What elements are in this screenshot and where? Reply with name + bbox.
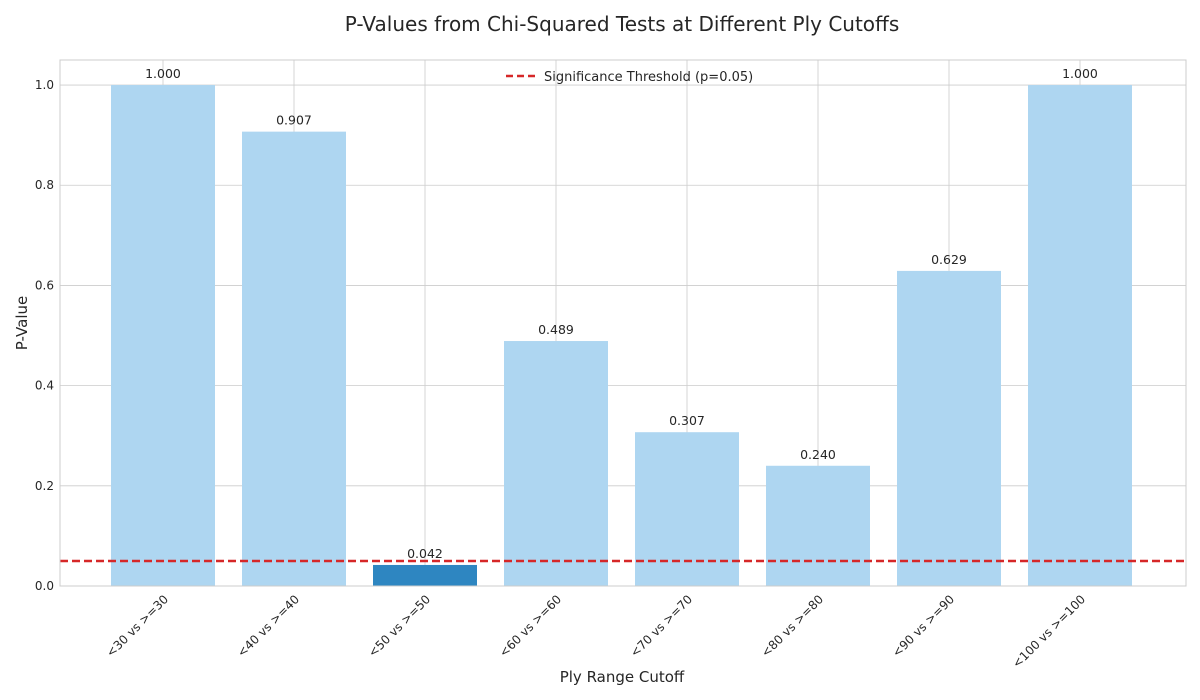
x-axis-label: Ply Range Cutoff <box>560 668 685 686</box>
x-tick-label-4: <70 vs >=70 <box>627 592 695 660</box>
bar-7 <box>1028 85 1132 587</box>
bar-value-labels: 1.000 0.907 0.042 0.489 0.307 0.240 0.629 1.000 <box>145 66 1098 561</box>
y-axis-label: P-Value <box>13 296 31 350</box>
bar-4 <box>635 432 739 586</box>
y-tick-label: 0.4 <box>35 379 54 393</box>
y-tick-label: 0.0 <box>35 579 54 593</box>
x-tick-label-7: <100 vs >=100 <box>1010 592 1088 670</box>
bar-value-label-1: 0.907 <box>276 113 312 128</box>
bar-value-label-4: 0.307 <box>669 413 705 428</box>
legend-threshold-label: Significance Threshold (p=0.05) <box>544 70 753 85</box>
bar-value-label-6: 0.629 <box>931 252 967 267</box>
y-tick-label: 0.8 <box>35 178 54 192</box>
x-tick-label-5: <80 vs >=80 <box>758 592 826 660</box>
y-axis-ticks: 0.0 0.2 0.4 0.6 0.8 1.0 <box>35 78 54 593</box>
bars-layer <box>111 85 1132 587</box>
chart-title: P-Values from Chi-Squared Tests at Diffe… <box>345 12 900 36</box>
bar-3 <box>504 341 608 586</box>
x-axis-ticks: <30 vs >=30 <40 vs >=40 <50 vs >=50 <60 vs … <box>103 592 1088 670</box>
bar-value-label-3: 0.489 <box>538 322 574 337</box>
y-tick-label: 0.6 <box>35 278 54 292</box>
bar-6 <box>897 270 1001 586</box>
grid-layer <box>60 60 1186 587</box>
bar-2 <box>373 564 477 586</box>
bar-value-label-5: 0.240 <box>800 447 836 462</box>
x-tick-label-3: <60 vs >=60 <box>496 592 564 660</box>
bar-value-label-2: 0.042 <box>407 546 443 561</box>
y-tick-label: 1.0 <box>35 78 54 92</box>
x-tick-label-1: <40 vs >=40 <box>234 592 302 660</box>
x-tick-label-6: <90 vs >=90 <box>889 592 957 660</box>
x-tick-label-0: <30 vs >=30 <box>103 592 171 660</box>
y-tick-label: 0.2 <box>35 479 54 493</box>
bar-1 <box>242 131 346 587</box>
legend: Significance Threshold (p=0.05) <box>506 70 753 85</box>
plot-frame <box>59 59 1187 587</box>
bar-0 <box>111 85 215 587</box>
bar-value-label-7: 1.000 <box>1062 66 1098 81</box>
bar-value-label-0: 1.000 <box>145 66 181 81</box>
x-tick-label-2: <50 vs >=50 <box>365 592 433 660</box>
bar-5 <box>766 465 870 586</box>
